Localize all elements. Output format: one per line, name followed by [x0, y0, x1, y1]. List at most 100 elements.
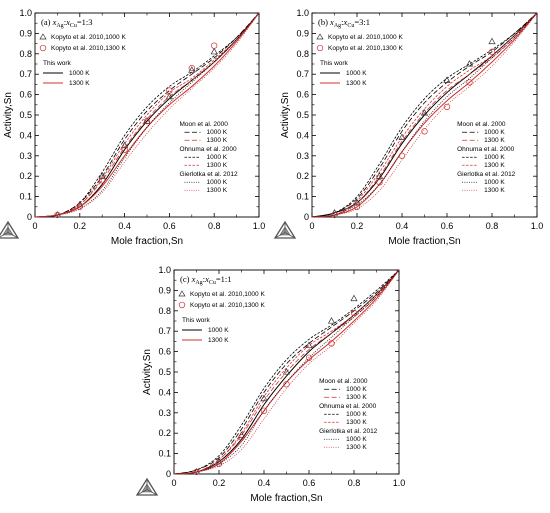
x-tick-label: 1.0	[531, 221, 544, 231]
panel-title-part: x	[191, 274, 196, 284]
kopyto-1000k-point	[398, 133, 406, 140]
thermo-logo-icon	[273, 220, 297, 239]
legend-label: 1000 K	[484, 154, 505, 161]
kopyto-1300k-point	[305, 354, 313, 361]
x-tick-label: 0.6	[163, 221, 176, 231]
panel-title: (b) xAg:xCu=3:1	[318, 17, 370, 29]
kopyto-1000k-point	[260, 394, 268, 402]
y-tick-label: 0.4	[19, 130, 32, 140]
series-line-7	[34, 12, 260, 218]
kopyto-1300k-point	[238, 434, 245, 441]
legend-label: Kopyto et al. 2010,1000 K	[51, 34, 126, 41]
series-line-1	[311, 12, 538, 218]
kopyto-1000k-point	[188, 66, 196, 73]
legend-group-title: Moon et al. 2000	[457, 121, 506, 128]
x-tick-label: 1.0	[253, 221, 266, 231]
kopyto-1300k-point	[421, 128, 428, 135]
y-tick-label: 0.2	[19, 171, 32, 181]
y-tick-label: 0.7	[296, 69, 309, 79]
series-line-4	[311, 12, 538, 218]
panel-title-part: (a)	[41, 17, 53, 27]
x-axis-title: Mole fraction,Sn	[388, 236, 460, 247]
series-line-5	[173, 269, 400, 475]
x-tick-label: 0.4	[396, 221, 409, 231]
legend-label: 1000 K	[206, 129, 227, 136]
legend-label: 1000 K	[206, 179, 227, 186]
legend-label: 1300 K	[206, 137, 227, 144]
y-tick-label: 0.8	[19, 49, 32, 59]
legend-label: 1000 K	[346, 386, 367, 393]
logo-spoke	[0, 232, 9, 238]
legend-group-title: This work	[43, 60, 72, 67]
series-line-5	[311, 12, 538, 218]
y-tick-label: 0	[166, 469, 171, 479]
y-axis-title: Activity,Sn	[280, 92, 291, 138]
series-line-6	[34, 12, 260, 218]
kopyto-1000k-point	[305, 341, 313, 349]
y-tick-label: 0.8	[296, 49, 309, 59]
y-axis-title: Activity,Sn	[142, 349, 153, 395]
panel-title-part: Ag	[334, 23, 341, 29]
y-tick-label: 0.1	[158, 449, 171, 459]
panel-title-part: :	[64, 17, 66, 27]
y-tick-label: 0.7	[158, 326, 171, 336]
kopyto-1000k-point	[282, 368, 291, 375]
x-tick-label: 0.2	[351, 221, 364, 231]
legend-circle-icon	[316, 44, 324, 52]
series-line-4	[173, 269, 400, 475]
legend-label: 1300 K	[206, 187, 227, 194]
x-tick-label: 0.8	[348, 478, 361, 488]
logo-triangle	[135, 477, 159, 496]
chart-panel-a: 0 0.2 0.4 0.6 0.8 1.0 0 0.1 0.2 0.3 0.4 0.5 0.6 0.7 0.…	[0, 8, 265, 247]
legend-label: 1300 K	[346, 394, 367, 401]
kopyto-1300k-point	[398, 152, 406, 159]
legend-label: 1300 K	[346, 80, 367, 87]
logo-spoke	[274, 232, 286, 239]
y-tick-label: 0.8	[158, 306, 171, 316]
kopyto-1300k-point	[121, 146, 128, 153]
legend-group-title: This work	[182, 317, 211, 324]
kopyto-1000k-point	[488, 37, 496, 45]
x-tick-label: 0.4	[118, 221, 131, 231]
logo-triangle	[273, 220, 297, 239]
x-tick-label: 0.4	[258, 478, 271, 488]
legend-label: Kopyto et al. 2010,1000 K	[328, 34, 403, 41]
x-tick-label: 1.0	[393, 478, 406, 488]
y-tick-label: 0	[27, 212, 32, 222]
x-tick-label: 0.2	[213, 478, 226, 488]
kopyto-1000k-point	[420, 109, 429, 116]
kopyto-1000k-point	[350, 294, 358, 302]
panel-title-part: Cu	[209, 280, 216, 286]
series-line-3	[34, 12, 260, 218]
kopyto-1300k-point	[143, 117, 151, 125]
legend-label: Kopyto et al. 2010,1300 K	[51, 45, 126, 52]
kopyto-1300k-point	[488, 48, 496, 55]
legend-group-title: Moon et al. 2000	[179, 121, 228, 128]
legend-label: 1300 K	[346, 444, 367, 451]
legend-label: 1000 K	[346, 436, 367, 443]
kopyto-1000k-point	[443, 76, 451, 83]
y-tick-label: 0.9	[158, 285, 171, 295]
panel-title-part: x	[329, 17, 334, 27]
y-tick-label: 0.1	[296, 192, 309, 202]
legend-triangle-icon	[316, 33, 324, 40]
panel-title: (a) xAg:xCu=1:3	[41, 17, 93, 29]
x-axis-title: Mole fraction,Sn	[111, 236, 183, 247]
kopyto-1300k-point	[54, 211, 61, 219]
y-tick-label: 0	[304, 212, 309, 222]
y-tick-label: 0.4	[158, 387, 171, 397]
panel-title-part: Cu	[347, 23, 354, 29]
kopyto-1300k-point	[350, 309, 358, 316]
legend-label: 1000 K	[484, 129, 505, 136]
legend-label: 1300 K	[208, 337, 229, 344]
kopyto-1300k-point	[331, 211, 338, 219]
legend-label: 1000 K	[208, 327, 229, 334]
y-tick-label: 0.1	[19, 192, 32, 202]
y-tick-label: 1.0	[296, 8, 309, 18]
x-tick-label: 0.6	[303, 478, 316, 488]
legend-group-title: Ohnuma et al. 2000	[179, 146, 236, 153]
series-line-7	[311, 12, 538, 218]
legend-circle-icon	[178, 301, 186, 309]
legend-label: Kopyto et al. 2010,1000 K	[190, 291, 265, 298]
